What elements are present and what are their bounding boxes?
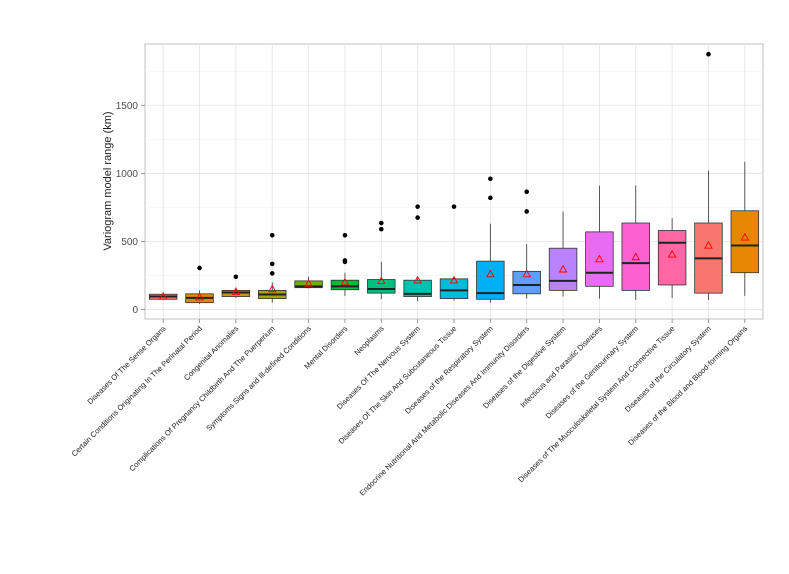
box-group xyxy=(657,218,687,298)
box xyxy=(512,270,541,295)
mean-marker xyxy=(667,249,677,258)
boxes xyxy=(148,51,760,305)
outlier-point xyxy=(233,274,239,280)
box-group xyxy=(439,204,469,301)
box xyxy=(730,210,760,274)
mean-marker xyxy=(522,269,532,278)
box-group xyxy=(367,220,396,300)
box xyxy=(367,279,396,294)
outlier-point xyxy=(488,176,493,182)
box-group xyxy=(258,232,287,303)
mean-marker xyxy=(231,287,241,295)
box-group xyxy=(294,276,323,289)
box xyxy=(621,222,650,291)
box-group xyxy=(185,265,214,305)
box-group xyxy=(585,185,614,299)
box-group xyxy=(694,51,723,300)
mean-marker xyxy=(304,279,313,287)
outlier-point xyxy=(269,232,275,238)
outlier-point xyxy=(415,204,420,209)
outlier-point xyxy=(415,215,420,220)
mean-marker xyxy=(558,264,568,273)
y-tick-label: 1500 xyxy=(116,101,139,112)
box-group xyxy=(403,204,432,302)
outlier-point xyxy=(269,261,275,267)
outlier-point xyxy=(269,271,275,276)
outlier-point xyxy=(524,189,530,195)
outlier-point xyxy=(342,232,348,238)
outlier-point xyxy=(197,265,202,271)
outlier-point xyxy=(378,220,384,226)
box-group xyxy=(148,292,178,300)
box xyxy=(403,279,432,297)
outlier-point xyxy=(706,51,711,57)
x-tick-label: Neoplasms xyxy=(352,324,385,357)
x-tick-label: Endocrine Nutritional And Metabolic Dise… xyxy=(358,324,532,498)
outlier-point xyxy=(342,258,348,263)
box xyxy=(657,230,687,286)
box-group xyxy=(330,232,360,296)
box-group xyxy=(548,211,578,297)
mean-marker xyxy=(595,254,604,263)
box-group xyxy=(621,185,650,300)
y-tick-label: 1000 xyxy=(116,169,139,180)
mean-marker xyxy=(267,284,277,293)
outlier-point xyxy=(524,209,530,214)
outlier-point xyxy=(378,226,384,232)
mean-marker xyxy=(158,292,168,300)
mean-marker xyxy=(704,240,713,249)
box-group xyxy=(476,176,505,303)
box xyxy=(221,290,251,297)
mean-marker xyxy=(195,292,204,301)
outlier-point xyxy=(488,195,493,201)
mean-marker xyxy=(740,232,750,241)
mean-marker xyxy=(449,275,459,284)
mean-marker xyxy=(413,275,423,284)
mean-marker xyxy=(340,277,350,286)
y-tick-label: 0 xyxy=(132,305,138,316)
y-tick-label: 500 xyxy=(121,237,138,248)
mean-marker xyxy=(485,269,495,278)
y-axis-label: Variogram model range (km) xyxy=(102,111,114,250)
mean-marker xyxy=(376,276,386,285)
box-group xyxy=(512,189,541,299)
outlier-point xyxy=(451,204,457,209)
box-group xyxy=(730,161,760,296)
box xyxy=(439,278,469,299)
box xyxy=(585,231,614,287)
box xyxy=(548,247,578,291)
y-axis-ticks: 0 500 1000 1500 xyxy=(116,101,145,316)
mean-marker xyxy=(631,252,641,261)
box-group xyxy=(221,274,251,298)
x-tick-label: Certain Conditions Originating In The Pe… xyxy=(70,324,204,458)
